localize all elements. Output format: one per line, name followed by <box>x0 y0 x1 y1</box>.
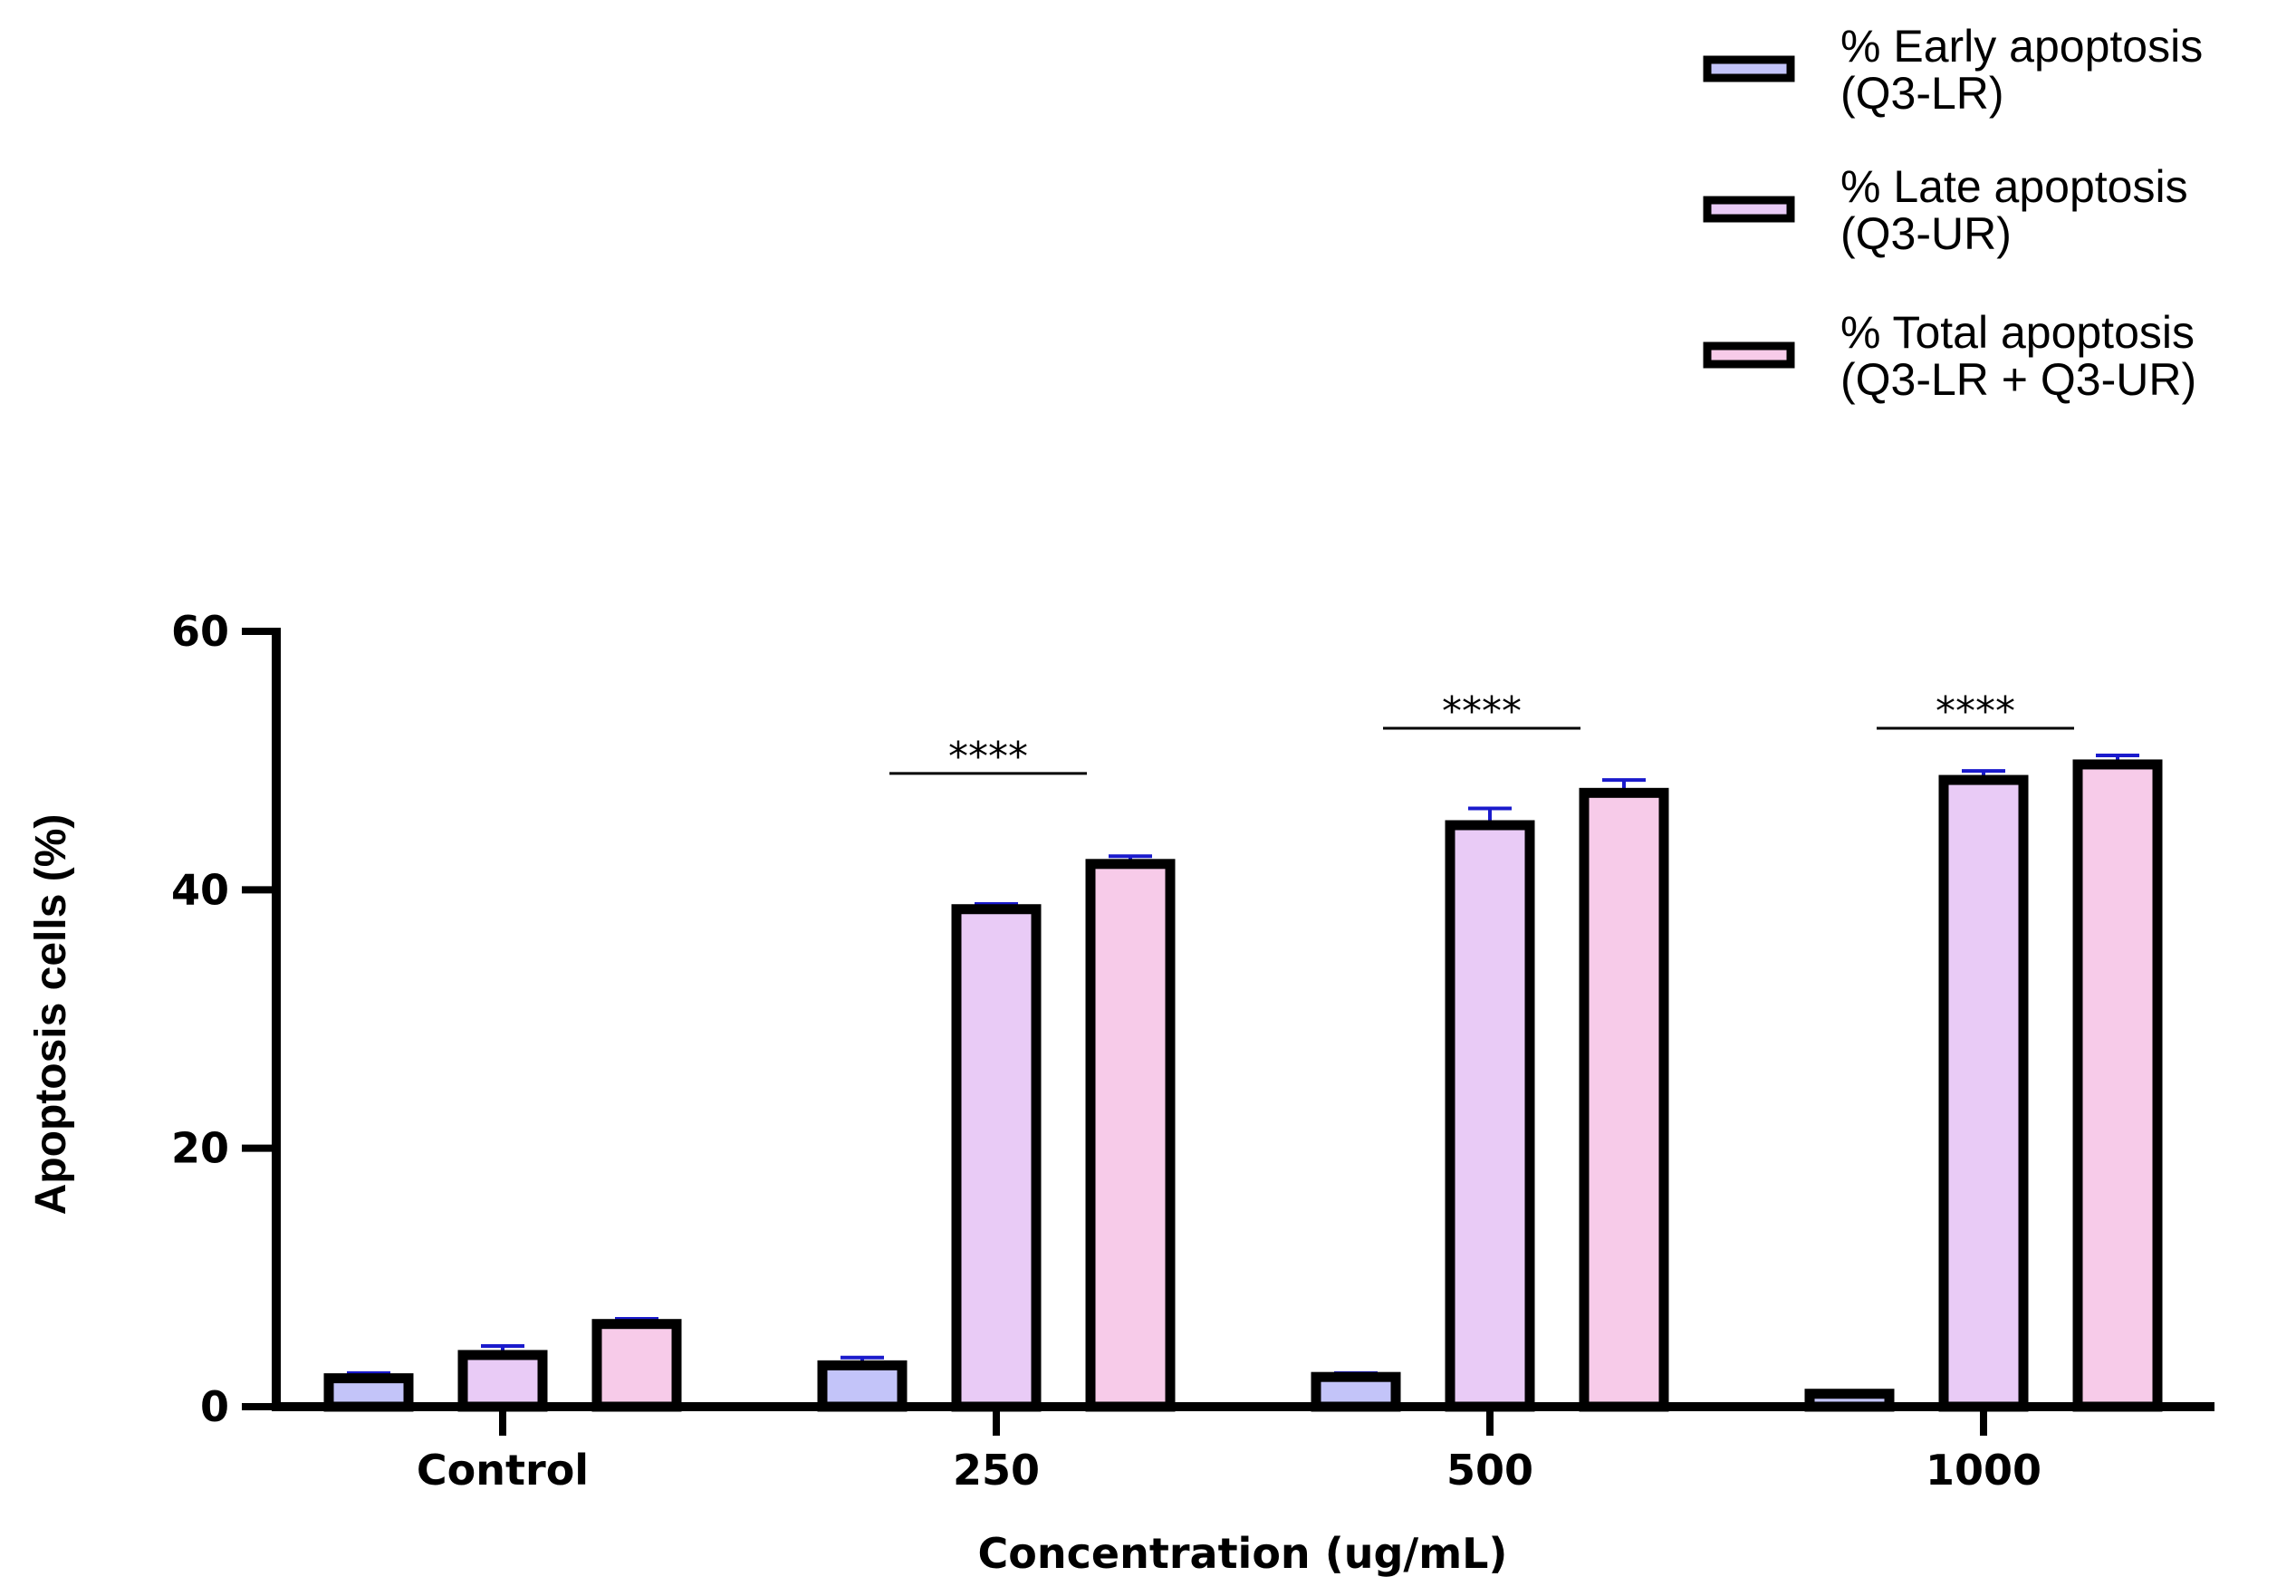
bar-total-control <box>591 1319 682 1412</box>
y-tick-label: 20 <box>171 1124 229 1173</box>
legend-label-early-line2: (Q3-LR) <box>1840 68 2004 119</box>
legend-swatch-total <box>1703 341 1795 369</box>
y-tick-label: 0 <box>200 1382 229 1431</box>
y-tick-label: 60 <box>171 607 229 656</box>
x-axis-title: Concentration (ug/mL) <box>978 1529 1508 1578</box>
legend-label-early-line1: % Early apoptosis <box>1840 21 2203 72</box>
bar-early-500 <box>1311 1371 1401 1412</box>
bar-late-250 <box>951 904 1042 1412</box>
bar-early-250 <box>817 1360 908 1412</box>
significance-label: **** <box>1936 688 2015 735</box>
legend-label-total-line1: % Total apoptosis <box>1840 307 2195 358</box>
y-tick-label: 40 <box>171 865 229 914</box>
legend-item-total: % Total apoptosis (Q3-LR + Q3-UR) <box>1703 307 2196 405</box>
bar-late-1000 <box>1938 774 2029 1412</box>
plot-area: 0 20 40 60 Control 250 500 1000 **** **** **** <box>171 607 2214 1495</box>
x-tick-label: 250 <box>953 1446 1040 1495</box>
legend-swatch-late <box>1703 196 1795 223</box>
legend-label-total-line2: (Q3-LR + Q3-UR) <box>1840 354 2196 405</box>
bar-late-control <box>457 1350 548 1412</box>
significance-label: **** <box>1442 688 1522 735</box>
x-tick-label: 1000 <box>1926 1446 2041 1495</box>
significance-label: **** <box>948 734 1028 780</box>
legend: % Early apoptosis (Q3-LR) % Late apoptos… <box>1703 21 2203 405</box>
legend-swatch-early <box>1703 55 1795 82</box>
bar-total-1000 <box>2072 759 2163 1412</box>
y-axis-title: Apoptosis cells (%) <box>27 814 75 1216</box>
x-tick-label: Control <box>417 1446 589 1495</box>
x-tick-label: 500 <box>1446 1446 1533 1495</box>
bar-total-250 <box>1085 859 1176 1412</box>
legend-label-late-line1: % Late apoptosis <box>1840 161 2188 212</box>
bar-late-500 <box>1445 820 1535 1412</box>
legend-item-late: % Late apoptosis (Q3-UR) <box>1703 161 2188 259</box>
bar-total-500 <box>1579 787 1669 1412</box>
legend-item-early: % Early apoptosis (Q3-LR) <box>1703 21 2203 119</box>
legend-label-late-line2: (Q3-UR) <box>1840 208 2012 259</box>
